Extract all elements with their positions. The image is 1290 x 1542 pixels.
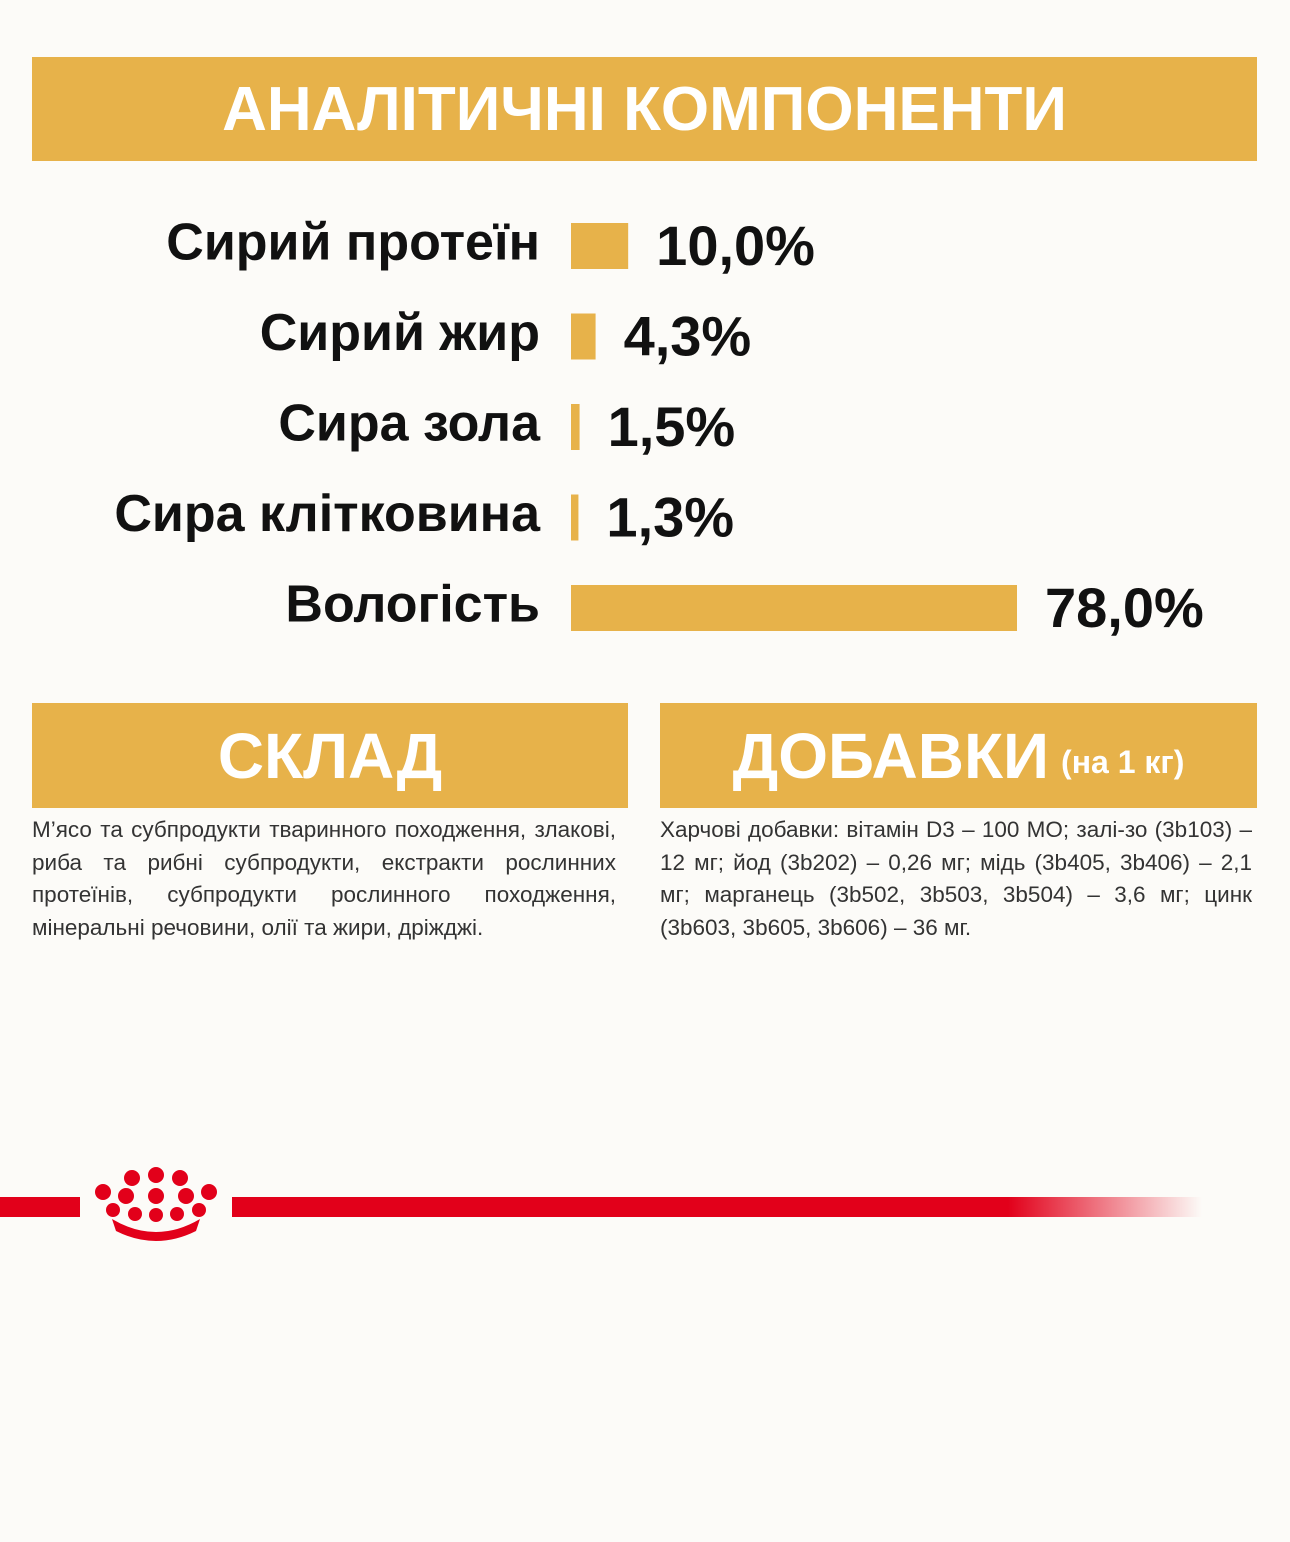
category-label: Вологість	[285, 576, 540, 634]
category-label: Сирий протеїн	[166, 214, 540, 272]
category-label: Сира зола	[278, 395, 541, 453]
bar	[571, 585, 1017, 631]
composition-band: СКЛАД	[32, 703, 628, 808]
chart: Сирий протеїн 10,0% Сирий жир 4,3% Сира зола…	[114, 214, 1204, 639]
red-line	[232, 1197, 1202, 1217]
additives-band: ДОБАВКИ (на 1 кг)	[660, 703, 1257, 808]
bar	[571, 494, 579, 541]
crown-logo	[95, 1167, 217, 1241]
brand-footer	[0, 1167, 1202, 1241]
composition-title: СКЛАД	[217, 719, 443, 792]
title-band: АНАЛІТИЧНІ КОМПОНЕНТИ	[32, 57, 1257, 161]
value-label: 4,3%	[624, 304, 752, 367]
category-label: Сира клітковина	[114, 485, 541, 543]
bar	[571, 404, 580, 450]
value-label: 1,3%	[606, 485, 734, 548]
value-label: 1,5%	[608, 395, 736, 458]
additives-text: Харчові добавки: вітамін D3 – 100 МО; за…	[660, 817, 1252, 940]
value-label: 78,0%	[1045, 576, 1204, 639]
additives-title: ДОБАВКИ	[732, 719, 1050, 792]
bar	[571, 313, 596, 360]
chart-title: АНАЛІТИЧНІ КОМПОНЕНТИ	[222, 74, 1067, 144]
bar	[571, 223, 629, 269]
composition-text: М’ясо та субпродукти тваринного походжен…	[32, 817, 616, 940]
additives-subtitle: (на 1 кг)	[1061, 744, 1185, 780]
red-line	[0, 1197, 80, 1217]
category-label: Сирий жир	[260, 304, 540, 362]
value-label: 10,0%	[656, 214, 815, 277]
